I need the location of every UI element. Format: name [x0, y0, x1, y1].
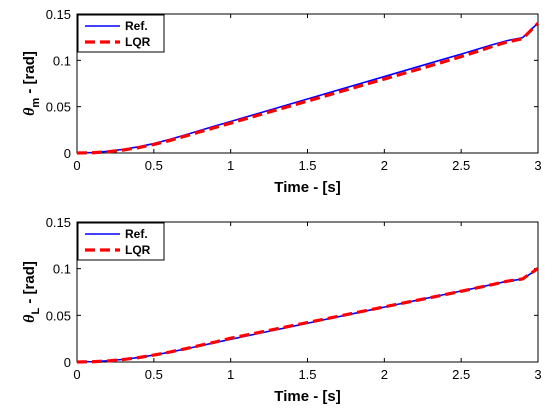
x-tick-label: 1: [227, 367, 234, 382]
x-tick-label: 0.5: [145, 367, 163, 382]
chart-2: 0 0.5 1 1.5 2 2.5 3 0 0.05 0.1 0.15 Time - [s] θL - …: [21, 215, 542, 405]
y-axis-symbol: θ: [21, 314, 38, 323]
x-tick-label: 1.5: [298, 158, 316, 173]
x-tick-label: 0: [73, 158, 80, 173]
chart-1: 0 0.5 1 1.5 2 2.5 3 0 0.05 0.1 0.15 Time - [s] θm - …: [21, 7, 542, 196]
x-axis-label: Time - [s]: [274, 388, 340, 405]
legend-box: [77, 222, 165, 261]
y-axis-symbol: θ: [21, 107, 38, 116]
legend-label: LQR: [125, 243, 151, 257]
x-tick-label: 1: [227, 158, 234, 173]
y-tick-label: 0: [64, 355, 71, 370]
series-line-ref: [76, 22, 539, 154]
legend-label: Ref.: [125, 19, 148, 33]
y-axis-subscript: L: [30, 308, 42, 315]
y-axis-label: θL - [rad]: [21, 261, 42, 323]
y-tick-label: 0.1: [53, 262, 71, 277]
x-tick-label: 2: [381, 367, 388, 382]
x-tick-label: 2.5: [452, 158, 470, 173]
series-line-lqr: [76, 267, 539, 364]
y-tick-label: 0.15: [46, 215, 71, 230]
y-axis-label: θm - [rad]: [21, 51, 42, 116]
y-tick-label: 0: [64, 146, 71, 161]
legend-box: [77, 14, 165, 53]
y-tick-label: 0.1: [53, 53, 71, 68]
y-tick-label: 0.05: [46, 100, 71, 115]
y-axis-unit: - [rad]: [21, 51, 38, 98]
legend-label: Ref.: [125, 227, 148, 241]
legend-label: LQR: [125, 35, 151, 49]
x-tick-label: 3: [534, 367, 541, 382]
y-tick-label: 0.05: [46, 308, 71, 323]
y-axis-unit: - [rad]: [21, 261, 38, 308]
x-tick-label: 1.5: [298, 367, 316, 382]
x-tick-label: 2.5: [452, 367, 470, 382]
x-tick-label: 0.5: [145, 158, 163, 173]
y-axis-subscript: m: [30, 98, 42, 108]
x-tick-label: 0: [73, 367, 80, 382]
x-tick-label: 3: [534, 158, 541, 173]
x-tick-label: 2: [381, 158, 388, 173]
y-tick-label: 0.15: [46, 7, 71, 22]
x-axis-label: Time - [s]: [274, 179, 340, 196]
